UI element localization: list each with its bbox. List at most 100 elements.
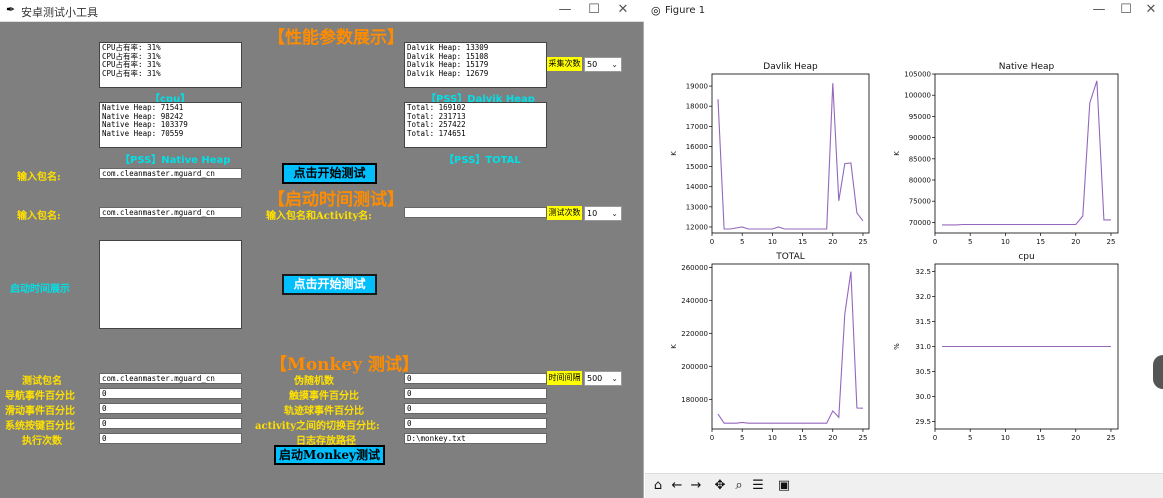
series-line-0 xyxy=(717,83,864,230)
x-tick-label-1: 20 xyxy=(1071,238,1080,246)
y-tick-label-3: 30.5 xyxy=(915,368,931,376)
y-tick-label-3: 31.5 xyxy=(915,318,931,326)
y-tick-label-0: 14000 xyxy=(686,183,708,191)
m-pkg-input[interactable]: com.cleanmaster.mguard_cn xyxy=(99,373,242,384)
save-icon[interactable]: ▣ xyxy=(777,478,791,493)
m-seed-input[interactable]: 0 xyxy=(404,373,547,384)
y-tick-label-2: 200000 xyxy=(681,363,708,371)
forward-arrow-icon[interactable]: → xyxy=(690,478,702,493)
m-touch-input[interactable]: 0 xyxy=(404,388,547,399)
plot-title-0: Davlik Heap xyxy=(763,62,818,72)
total-label: 【PSS】TOTAL xyxy=(444,155,521,166)
m-nav-label: 导航事件百分比 xyxy=(5,391,75,402)
test-count-value: 10 xyxy=(587,209,598,218)
scroll-handle[interactable] xyxy=(1153,355,1163,389)
tk-titlebar[interactable]: ✒ 安卓测试小工具 — ☐ ✕ xyxy=(0,0,644,22)
home-icon[interactable]: ⌂ xyxy=(653,478,663,493)
back-arrow-icon[interactable]: ← xyxy=(671,478,683,493)
m-count-label: 执行次数 xyxy=(22,436,62,447)
pan-icon[interactable]: ✥ xyxy=(714,478,726,493)
y-tick-label-2: 240000 xyxy=(681,297,708,305)
activity-input[interactable] xyxy=(404,207,547,218)
monkey-start-button[interactable]: 启动Monkey测试 xyxy=(274,445,385,465)
x-tick-label-0: 0 xyxy=(710,238,714,246)
native-label: 【PSS】Native Heap xyxy=(120,155,231,166)
x-tick-label-0: 15 xyxy=(798,238,807,246)
plot-title-3: cpu xyxy=(1018,252,1034,262)
test-count-label: 测试次数 xyxy=(547,206,582,220)
plot-title-2: TOTAL xyxy=(775,252,805,262)
y-tick-label-1: 95000 xyxy=(909,113,931,121)
m-count-input[interactable]: 0 xyxy=(99,433,242,444)
y-tick-label-0: 12000 xyxy=(686,223,708,231)
chevron-down-icon: ⌄ xyxy=(611,209,618,218)
cpu-textbox[interactable]: CPU占有率: 31% CPU占有率: 31% CPU占有率: 31% CPU占… xyxy=(99,42,242,88)
chevron-down-icon: ⌄ xyxy=(611,60,618,69)
configure-subplots-icon[interactable]: ☰ xyxy=(752,478,764,493)
close-icon[interactable]: ✕ xyxy=(617,2,629,17)
close-icon[interactable]: ✕ xyxy=(1145,2,1157,17)
x-tick-label-3: 20 xyxy=(1071,434,1080,442)
m-nav-input[interactable]: 0 xyxy=(99,388,242,399)
x-tick-label-1: 15 xyxy=(1036,238,1045,246)
x-tick-label-3: 10 xyxy=(1001,434,1010,442)
chevron-down-icon: ⌄ xyxy=(611,374,618,383)
x-tick-label-1: 10 xyxy=(1001,238,1010,246)
plot-frame-0 xyxy=(711,73,870,234)
sample-count-select[interactable]: 50 ⌄ xyxy=(584,57,622,72)
pkg-input[interactable]: com.cleanmaster.mguard_cn xyxy=(99,168,242,179)
launch-display-label: 启动时间展示 xyxy=(10,284,70,295)
feather-icon: ✒ xyxy=(6,3,16,16)
m-appswitch-label: activity之间的切换百分比: xyxy=(255,421,380,432)
start-test-button-2[interactable]: 点击开始测试 xyxy=(282,274,377,295)
y-tick-label-0: 18000 xyxy=(686,103,708,111)
x-tick-label-3: 25 xyxy=(1107,434,1116,442)
m-touch-label: 触摸事件百分比 xyxy=(289,391,359,402)
plot-title-1: Native Heap xyxy=(999,62,1055,72)
x-tick-label-2: 25 xyxy=(859,434,868,442)
m-motion-input[interactable]: 0 xyxy=(99,403,242,414)
y-axis-label-2: K xyxy=(670,344,678,349)
y-tick-label-3: 30.0 xyxy=(915,393,931,401)
y-tick-label-2: 180000 xyxy=(681,396,708,404)
zoom-icon[interactable]: ⌕ xyxy=(735,478,743,493)
sample-count-label: 采集次数 xyxy=(547,57,582,71)
y-tick-label-1: 105000 xyxy=(904,71,931,79)
start-test-button[interactable]: 点击开始测试 xyxy=(282,163,377,184)
x-tick-label-0: 10 xyxy=(768,238,777,246)
x-tick-label-2: 10 xyxy=(768,434,777,442)
m-trackball-input[interactable]: 0 xyxy=(404,403,547,414)
total-textbox[interactable]: Total: 169102 Total: 231713 Total: 25742… xyxy=(404,102,547,148)
minimize-icon[interactable]: — xyxy=(1092,2,1106,17)
x-tick-label-2: 15 xyxy=(798,434,807,442)
x-tick-label-0: 20 xyxy=(828,238,837,246)
minimize-icon[interactable]: — xyxy=(558,2,572,17)
pkg-input-2[interactable]: com.cleanmaster.mguard_cn xyxy=(99,207,242,218)
x-tick-label-1: 5 xyxy=(968,238,972,246)
maximize-icon[interactable]: ☐ xyxy=(1120,2,1132,17)
m-appswitch-input[interactable]: 0 xyxy=(404,418,547,429)
launch-title: 【启动时间测试】 xyxy=(268,190,404,210)
dalvik-label: 【PSS】Dalvik Heap xyxy=(426,94,535,105)
y-tick-label-1: 100000 xyxy=(904,92,931,100)
m-interval-select[interactable]: 500 ⌄ xyxy=(584,371,622,386)
y-tick-label-0: 17000 xyxy=(686,123,708,131)
y-tick-label-3: 29.5 xyxy=(915,418,931,426)
x-tick-label-2: 5 xyxy=(740,434,744,442)
y-tick-label-0: 13000 xyxy=(686,203,708,211)
native-textbox[interactable]: Native Heap: 71541 Native Heap: 98242 Na… xyxy=(99,102,242,148)
test-count-select[interactable]: 10 ⌄ xyxy=(584,206,622,221)
maximize-icon[interactable]: ☐ xyxy=(588,2,600,17)
y-tick-label-2: 220000 xyxy=(681,330,708,338)
y-tick-label-1: 90000 xyxy=(909,134,931,142)
y-axis-label-3: % xyxy=(893,343,901,350)
matplotlib-logo-icon: ◎ xyxy=(651,4,661,17)
series-line-1 xyxy=(942,80,1111,226)
m-log-input[interactable]: D:\monkey.txt xyxy=(404,433,547,444)
launch-time-display[interactable] xyxy=(99,240,242,329)
dalvik-textbox[interactable]: Dalvik Heap: 13309 Dalvik Heap: 15108 Da… xyxy=(404,42,547,88)
figure-title: Figure 1 xyxy=(665,5,706,16)
m-pkg-label: 测试包名 xyxy=(22,376,62,387)
m-syskeys-input[interactable]: 0 xyxy=(99,418,242,429)
